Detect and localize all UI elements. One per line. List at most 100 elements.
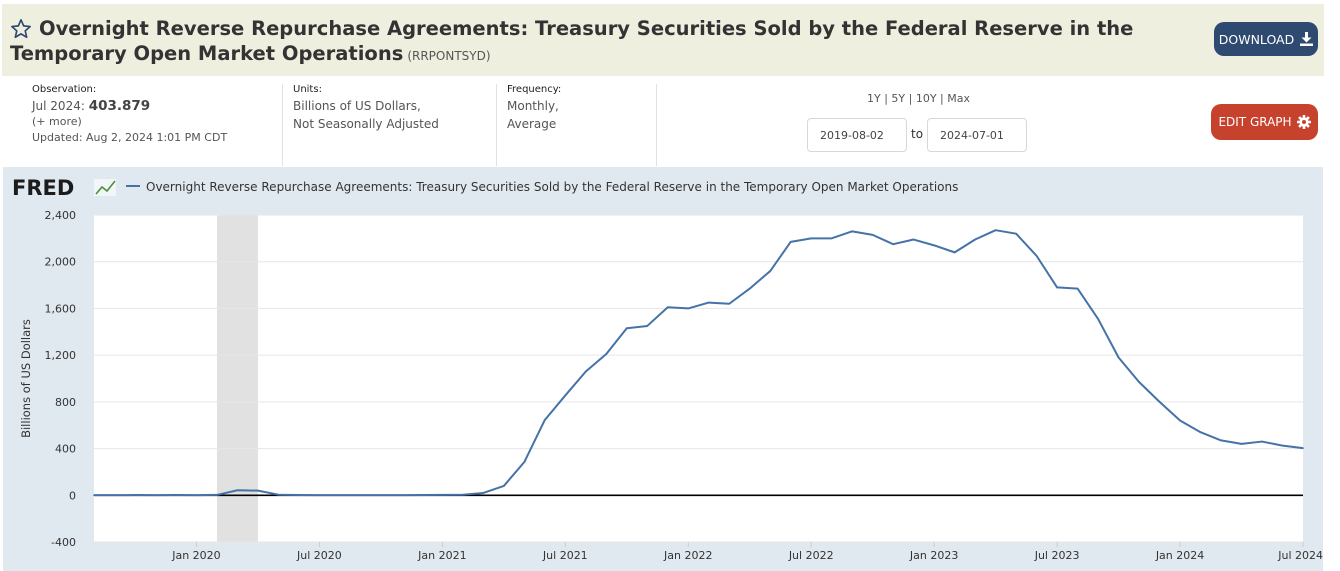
data-point	[134, 494, 136, 496]
start-date-input[interactable]: 2019-08-02	[807, 118, 907, 152]
plot-area	[94, 215, 1303, 542]
x-tick-label: Jul 2023	[1034, 549, 1080, 562]
date-range-panel: 1Y | 5Y | 10Y | Max 2019-08-02 to 2024-0…	[656, 84, 1176, 166]
data-point	[810, 237, 813, 240]
data-point	[1220, 439, 1222, 442]
frequency-line1: Monthly,	[507, 99, 559, 113]
observation-panel: Observation: Jul 2024: 403.879 (+ more) …	[32, 84, 282, 166]
range-1y[interactable]: 1Y	[867, 92, 881, 105]
data-point	[1056, 286, 1058, 289]
data-point	[175, 494, 177, 496]
data-point	[154, 494, 157, 496]
data-point	[748, 287, 751, 290]
data-point	[851, 230, 853, 233]
data-point	[666, 306, 669, 309]
observation-value: 403.879	[88, 98, 151, 114]
data-point	[871, 234, 874, 236]
recession-shade	[216, 215, 258, 542]
data-point	[1015, 232, 1017, 235]
y-tick-label: 400	[55, 443, 76, 456]
units-label: Units:	[293, 84, 322, 95]
data-point	[277, 493, 280, 496]
data-point	[1158, 401, 1161, 403]
download-label: DOWNLOAD	[1218, 31, 1295, 47]
range-5y[interactable]: 5Y	[891, 92, 906, 105]
data-point	[953, 251, 956, 254]
series-title: Overnight Reverse Repurchase Agreements:…	[10, 17, 1134, 65]
data-point	[830, 237, 833, 240]
y-tick-label: 2,400	[45, 209, 77, 222]
x-tick-label: Jan 2022	[663, 549, 712, 562]
data-point	[216, 494, 218, 496]
end-date-input[interactable]: 2024-07-01	[927, 118, 1027, 152]
more-link[interactable]: (+ more)	[32, 115, 82, 128]
data-point	[625, 327, 628, 330]
x-tick-label: Jul 2024	[1277, 549, 1323, 562]
data-point	[380, 494, 382, 496]
frequency-panel: Frequency: Monthly, Average	[496, 84, 656, 166]
data-point	[605, 353, 608, 355]
updated-text: Updated: Aug 2, 2024 1:01 PM CDT	[32, 131, 228, 144]
data-point	[318, 494, 321, 496]
legend-label: Overnight Reverse Repurchase Agreements:…	[146, 180, 958, 194]
x-tick-label: Jul 2020	[296, 549, 342, 562]
x-tick-label: Jan 2021	[417, 549, 466, 562]
page-title: Overnight Reverse Repurchase Agreements:…	[10, 16, 1200, 69]
to-label: to	[911, 127, 924, 141]
y-tick-label: 0	[69, 489, 76, 502]
units-line1: Billions of US Dollars,	[293, 99, 421, 113]
download-button[interactable]: DOWNLOAD	[1214, 22, 1318, 56]
data-point	[1240, 443, 1243, 445]
data-point	[503, 485, 505, 487]
data-point	[769, 270, 772, 272]
data-point	[298, 494, 300, 496]
edit-graph-label: EDIT GRAPH	[1218, 115, 1292, 129]
data-point	[421, 494, 423, 496]
frequency-line2: Average	[507, 117, 557, 131]
title-bar: Overnight Reverse Repurchase Agreements:…	[2, 4, 1324, 76]
range-links: 1Y | 5Y | 10Y | Max	[867, 92, 971, 105]
data-point	[400, 494, 403, 496]
range-max[interactable]: Max	[947, 92, 971, 105]
data-point	[1179, 419, 1181, 422]
data-point	[994, 229, 997, 231]
y-tick-label: 1,600	[45, 302, 77, 315]
data-point	[1138, 381, 1140, 383]
data-point	[584, 370, 587, 373]
data-point	[687, 307, 690, 310]
data-point	[339, 494, 341, 496]
series-id: (RRPONTSYD)	[407, 49, 491, 63]
data-point	[1035, 255, 1038, 257]
x-tick-label: Jul 2021	[542, 549, 588, 562]
star-icon[interactable]	[10, 18, 32, 40]
data-point	[1076, 287, 1079, 290]
data-point	[482, 492, 485, 494]
series-line	[94, 229, 1304, 497]
data-point	[728, 302, 731, 305]
observation-date: Jul 2024:	[32, 99, 85, 113]
range-10y[interactable]: 10Y	[915, 92, 937, 105]
data-point	[974, 238, 976, 241]
fred-logo-icon	[94, 179, 116, 196]
data-point	[523, 461, 526, 463]
data-point	[912, 238, 915, 241]
data-point	[462, 493, 464, 496]
data-point	[359, 494, 362, 496]
units-panel: Units: Billions of US Dollars, Not Seaso…	[282, 84, 496, 166]
x-tick-label: Jan 2020	[171, 549, 220, 562]
chart-area: FRED Overnight Reverse Repurchase Agreem…	[3, 167, 1323, 571]
y-tick-label: 2,000	[45, 256, 77, 269]
units-line2: Not Seasonally Adjusted	[293, 117, 439, 131]
data-point	[707, 301, 710, 304]
edit-graph-button[interactable]: EDIT GRAPH	[1211, 104, 1318, 140]
data-point	[1261, 440, 1263, 443]
fred-logo: FRED	[12, 176, 74, 200]
y-tick-label: -400	[51, 536, 76, 549]
data-point	[892, 243, 894, 245]
data-point	[1302, 447, 1304, 449]
data-point	[1199, 431, 1202, 434]
x-tick-label: Jan 2024	[1155, 549, 1204, 562]
data-point	[933, 244, 935, 247]
data-point	[1281, 444, 1284, 447]
data-point	[789, 241, 792, 243]
